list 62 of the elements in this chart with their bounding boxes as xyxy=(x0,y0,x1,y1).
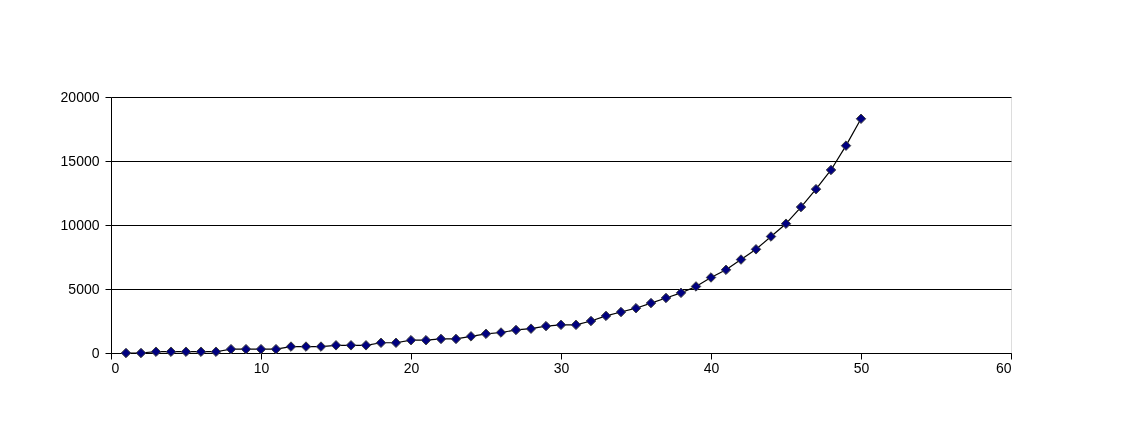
point xyxy=(750,244,762,255)
x-tick-label: 0 xyxy=(111,359,120,376)
point xyxy=(630,302,642,314)
y-tick-label: 20000 xyxy=(60,88,100,105)
x-tick-label: 60 xyxy=(995,359,1012,376)
point xyxy=(510,324,522,336)
point xyxy=(255,343,267,355)
point xyxy=(585,315,597,327)
point xyxy=(765,231,777,242)
point xyxy=(480,328,492,340)
x-tick-label: 30 xyxy=(553,359,570,376)
point xyxy=(600,310,612,322)
point xyxy=(555,319,567,331)
point xyxy=(390,337,402,348)
point xyxy=(795,201,807,213)
point xyxy=(300,341,312,352)
point xyxy=(525,323,537,334)
point xyxy=(420,334,432,346)
point xyxy=(705,272,717,283)
point xyxy=(825,164,837,176)
point xyxy=(150,346,162,357)
point xyxy=(240,343,252,355)
x-tick-label: 40 xyxy=(703,359,720,376)
x-tick-label: 20 xyxy=(403,359,420,376)
point xyxy=(225,343,237,355)
point xyxy=(360,340,372,351)
point xyxy=(675,287,687,299)
point xyxy=(270,343,282,355)
y-tick-label: 15000 xyxy=(60,152,100,169)
point xyxy=(465,331,477,342)
y-tick-label: 0 xyxy=(91,344,100,361)
point xyxy=(645,297,657,309)
point xyxy=(120,347,132,359)
point xyxy=(330,340,342,351)
point xyxy=(135,347,147,359)
point xyxy=(345,340,357,351)
point xyxy=(180,346,192,357)
point xyxy=(570,319,582,331)
y-tick-label: 10000 xyxy=(60,216,100,233)
x-tick-label: 50 xyxy=(853,359,870,376)
point xyxy=(690,281,702,292)
point xyxy=(210,346,222,357)
x-tick-label: 10 xyxy=(253,359,270,376)
point xyxy=(165,346,177,357)
point xyxy=(735,254,747,265)
point xyxy=(720,264,732,276)
point xyxy=(375,337,387,348)
point xyxy=(315,341,327,352)
point xyxy=(615,306,627,318)
point xyxy=(435,333,447,345)
point xyxy=(405,334,417,346)
point xyxy=(855,113,867,124)
point xyxy=(285,341,297,352)
point xyxy=(840,140,852,151)
point xyxy=(810,183,822,195)
point xyxy=(780,218,792,229)
point xyxy=(195,346,207,357)
point xyxy=(450,333,462,345)
point xyxy=(540,320,552,332)
point xyxy=(660,292,672,304)
point xyxy=(495,327,507,338)
y-tick-label: 5000 xyxy=(68,280,100,297)
